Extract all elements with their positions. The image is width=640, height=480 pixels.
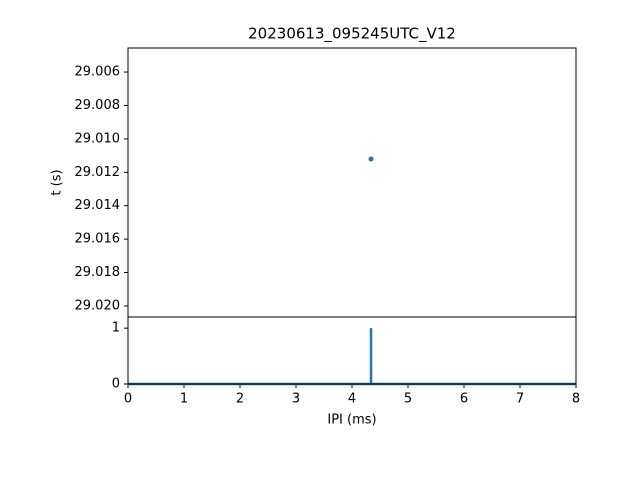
axes-frame <box>127 316 577 385</box>
x-tick-label: 3 <box>292 392 300 407</box>
y-tick-label: 29.010 <box>75 131 121 146</box>
y-tick-label: 29.012 <box>75 165 121 180</box>
x-axis-label: IPI (ms) <box>327 413 376 428</box>
y-tick-label: 29.016 <box>75 232 121 247</box>
y-tick-label: 0 <box>112 377 120 392</box>
y-tick-label: 29.014 <box>75 198 121 213</box>
x-tick-label: 5 <box>404 392 412 407</box>
x-tick-label: 1 <box>180 392 188 407</box>
x-tick-label: 7 <box>516 392 524 407</box>
y-tick-label: 29.020 <box>75 298 121 313</box>
y-tick-label: 29.008 <box>75 98 121 113</box>
x-tick-label: 0 <box>124 392 132 407</box>
y-tick-label: 29.018 <box>75 265 121 280</box>
x-tick-label: 2 <box>236 392 244 407</box>
y-tick-label: 1 <box>112 321 120 336</box>
y-tick-label: 29.006 <box>75 65 121 80</box>
y-axis-label: t (s) <box>50 169 65 195</box>
x-tick-label: 8 <box>572 392 580 407</box>
x-tick-label: 4 <box>348 392 356 407</box>
x-tick-label: 6 <box>460 392 468 407</box>
chart-title: 20230613_095245UTC_V12 <box>248 25 456 44</box>
point <box>368 156 374 162</box>
